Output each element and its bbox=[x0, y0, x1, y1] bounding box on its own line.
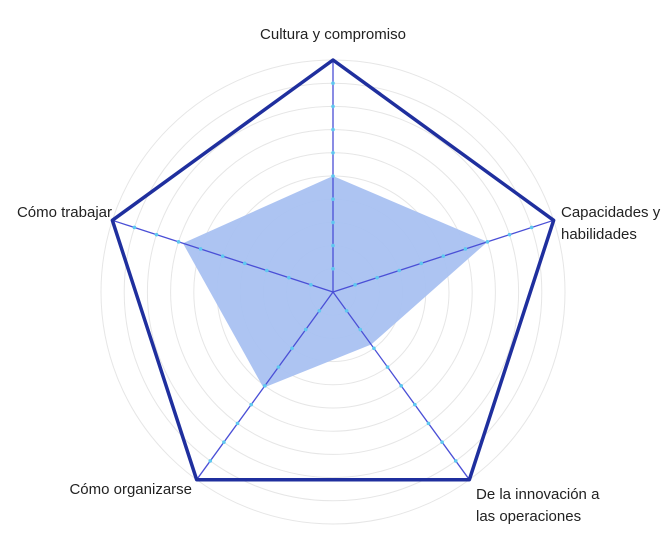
axis-dot bbox=[331, 220, 335, 225]
axis-dot bbox=[372, 346, 376, 351]
axis-dot bbox=[441, 254, 446, 258]
axis-dot bbox=[331, 267, 335, 271]
axis-label: Capacidades y habilidades bbox=[561, 204, 661, 243]
axis-dot bbox=[507, 232, 512, 237]
axis-dot bbox=[132, 225, 137, 230]
axis-dot bbox=[485, 240, 490, 244]
axis-dot bbox=[529, 225, 534, 230]
axis-dot bbox=[463, 247, 468, 251]
axis-dot bbox=[263, 384, 267, 388]
axis-dot bbox=[375, 275, 379, 280]
axis-dot bbox=[317, 308, 322, 313]
axis-dot bbox=[453, 459, 458, 463]
axis-dot bbox=[222, 440, 226, 444]
axis-dot bbox=[290, 346, 294, 351]
axis-dot bbox=[397, 268, 401, 273]
axis-label: Cómo trabajar bbox=[16, 204, 112, 221]
axis-dot bbox=[353, 283, 357, 287]
axis-dot bbox=[176, 240, 181, 244]
axis-dot bbox=[344, 308, 349, 313]
axis-dot bbox=[440, 440, 444, 444]
axis-dot bbox=[309, 283, 313, 287]
axis-dot bbox=[235, 421, 240, 426]
axis-dot bbox=[358, 327, 363, 332]
axis-dot bbox=[399, 384, 403, 388]
axis-label: Cultura y compromiso bbox=[260, 26, 406, 43]
axis-dot bbox=[331, 151, 335, 155]
axis-dot bbox=[198, 247, 203, 251]
axis-dot bbox=[220, 254, 225, 258]
axis-dot bbox=[385, 365, 390, 369]
axis-dot bbox=[249, 402, 253, 407]
axis-dot bbox=[419, 261, 424, 266]
axis-dot bbox=[242, 261, 247, 266]
axis-dot bbox=[276, 365, 281, 369]
outline bbox=[110, 58, 556, 482]
data-area bbox=[182, 176, 488, 388]
axis-dot bbox=[331, 197, 335, 201]
axis-label: Cómo organizarse bbox=[69, 481, 192, 498]
axis-dot bbox=[265, 268, 269, 273]
axis-dot bbox=[331, 174, 335, 178]
axis-dot bbox=[331, 243, 335, 248]
axis-dot bbox=[208, 459, 213, 463]
axis-dot bbox=[331, 127, 335, 132]
axis-dot bbox=[303, 327, 308, 332]
axis-dot bbox=[331, 104, 335, 109]
axis-label: De la innovación a las operaciones bbox=[476, 486, 600, 525]
axis-dot bbox=[426, 421, 431, 426]
axis-dot bbox=[413, 402, 417, 407]
axis-dot bbox=[154, 232, 159, 237]
axis-dot bbox=[287, 275, 291, 280]
axis-dot bbox=[331, 81, 335, 85]
